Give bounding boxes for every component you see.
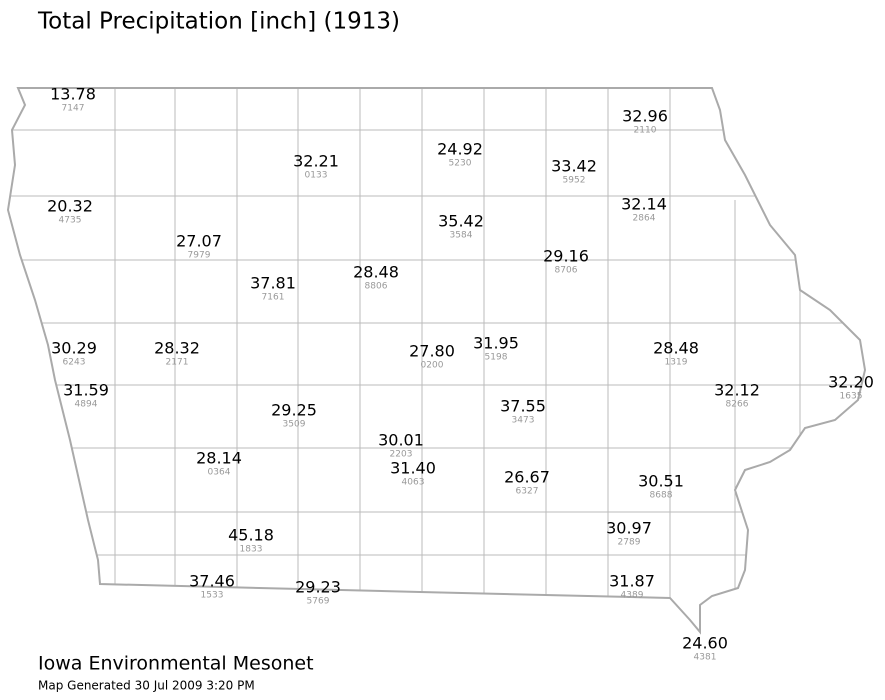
station-value: 30.51	[638, 472, 684, 491]
station-value: 27.07	[176, 232, 222, 251]
station-value: 28.48	[353, 263, 399, 282]
station-id: 7979	[188, 251, 211, 261]
station-id: 2171	[166, 358, 189, 368]
station-id: 0200	[421, 361, 444, 371]
station-value: 37.81	[250, 274, 296, 293]
station-value: 32.12	[714, 381, 760, 400]
station-id: 2864	[633, 214, 656, 224]
station-value: 37.55	[500, 397, 546, 416]
station-id: 0133	[305, 171, 328, 181]
station-value: 32.14	[621, 195, 667, 214]
station-value: 45.18	[228, 526, 274, 545]
station-value: 13.78	[50, 85, 96, 104]
map-title: Total Precipitation [inch] (1913)	[37, 9, 400, 35]
station-value: 32.96	[622, 107, 668, 126]
station-value: 20.32	[47, 197, 93, 216]
station-value: 37.46	[189, 572, 235, 591]
state-outline	[6, 87, 867, 635]
station-id: 1833	[240, 545, 263, 555]
station-value: 29.16	[543, 247, 589, 266]
station-id: 4381	[694, 653, 717, 663]
station-id: 3473	[512, 416, 535, 426]
station-id: 5769	[307, 597, 330, 607]
county-lines	[8, 88, 865, 600]
station-id: 4735	[59, 216, 82, 226]
station-id: 6243	[63, 358, 86, 368]
station-value: 30.29	[51, 339, 97, 358]
station-value: 30.97	[606, 519, 652, 538]
station-value: 27.80	[409, 342, 455, 361]
station-value: 28.32	[154, 339, 200, 358]
station-id: 4894	[75, 400, 98, 410]
station-id: 3509	[283, 420, 306, 430]
station-id: 5952	[563, 176, 586, 186]
station-id: 8266	[726, 400, 749, 410]
station-value: 24.60	[682, 634, 728, 653]
station-id: 6327	[516, 487, 539, 497]
station-id: 1319	[665, 358, 688, 368]
station-value: 28.14	[196, 449, 242, 468]
station-value: 31.40	[390, 459, 436, 478]
footer-generated: Map Generated 30 Jul 2009 3:20 PM	[38, 679, 255, 693]
station-id: 0364	[208, 468, 231, 478]
station-value: 26.67	[504, 468, 550, 487]
station-id: 2110	[634, 126, 657, 136]
station-id: 7147	[62, 104, 85, 114]
station-value: 31.59	[63, 381, 109, 400]
station-id: 8706	[555, 266, 578, 276]
station-value: 29.23	[295, 578, 341, 597]
station-value: 32.21	[293, 152, 339, 171]
station-id: 5230	[449, 159, 472, 169]
station-id: 8806	[365, 282, 388, 292]
station-id: 5198	[485, 353, 508, 363]
station-value: 31.95	[473, 334, 519, 353]
station-id: 4389	[621, 591, 644, 601]
station-id: 4063	[402, 478, 425, 488]
station-id: 3584	[450, 231, 473, 241]
station-id: 1533	[201, 591, 224, 601]
station-id: 2789	[618, 538, 641, 548]
station-value: 33.42	[551, 157, 597, 176]
station-value: 29.25	[271, 401, 317, 420]
footer-org: Iowa Environmental Mesonet	[38, 653, 314, 675]
station-value: 31.87	[609, 572, 655, 591]
station-value: 30.01	[378, 431, 424, 450]
station-id: 2203	[390, 450, 413, 460]
station-id: 8688	[650, 491, 673, 501]
station-id: 7161	[262, 293, 285, 303]
station-value: 35.42	[438, 212, 484, 231]
station-value: 32.20	[828, 373, 874, 392]
station-value: 28.48	[653, 339, 699, 358]
station-value: 24.92	[437, 140, 483, 159]
station-id: 1635	[840, 392, 863, 402]
